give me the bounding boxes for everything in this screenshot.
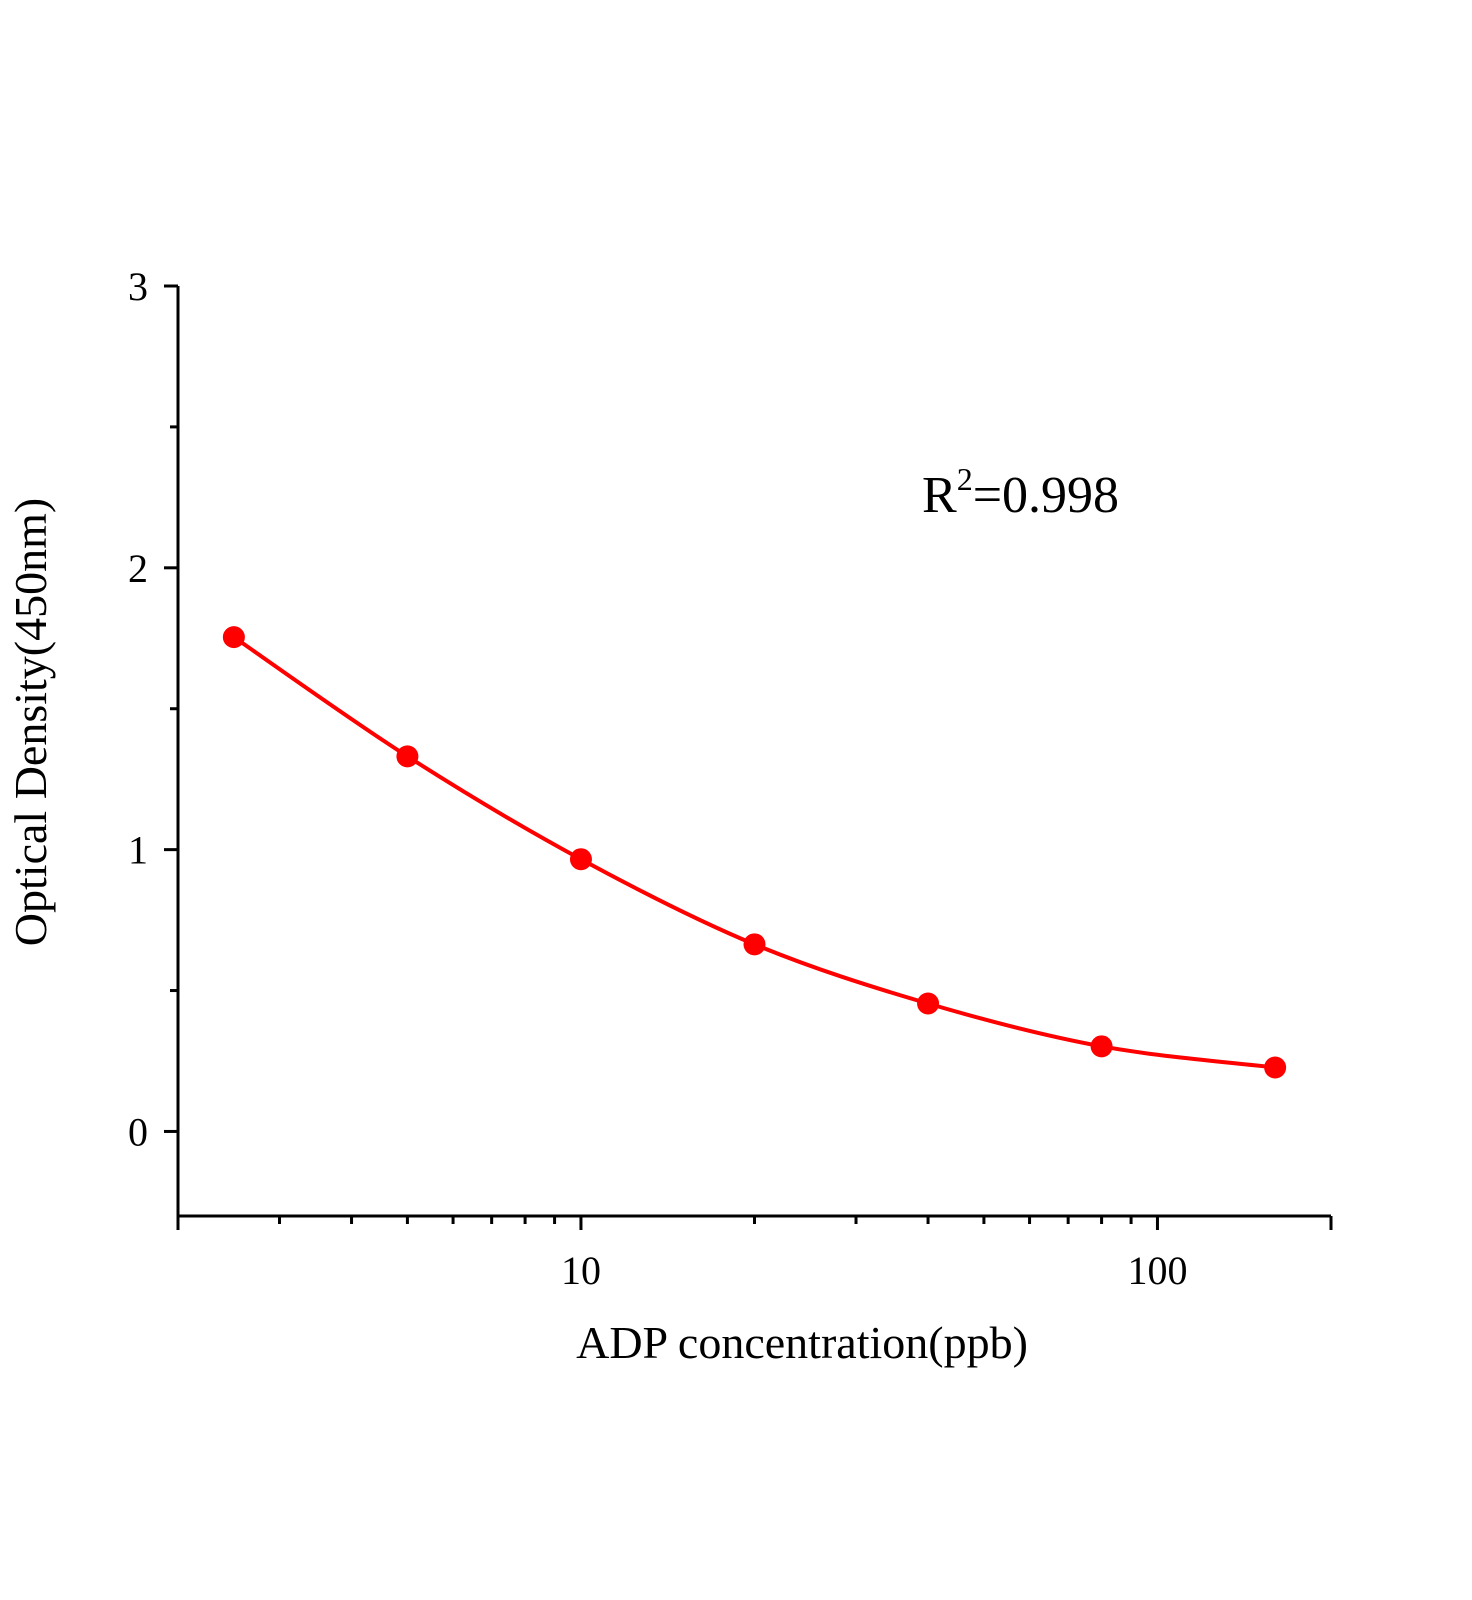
axes (176, 286, 1331, 1218)
x-axis-title: ADP concentration(ppb) (576, 1317, 1028, 1368)
y-tick-label: 3 (128, 264, 148, 309)
x-tick-label: 10 (561, 1248, 601, 1293)
x-tick-label: 100 (1127, 1248, 1187, 1293)
data-point (569, 848, 592, 871)
y-axis-title: Optical Density(450nm) (5, 498, 56, 946)
y-tick-label: 1 (128, 828, 148, 873)
data-point (396, 745, 419, 768)
fit-curve (232, 635, 1276, 1070)
y-tick-label: 0 (128, 1109, 148, 1154)
data-points (222, 626, 1287, 1079)
tick-labels: 0 1 2 3 10 100 (128, 264, 1187, 1293)
ticks (164, 284, 1333, 1230)
data-point (1264, 1056, 1287, 1079)
data-point (743, 933, 766, 956)
r-squared-annotation: R2=0.998 (922, 461, 1119, 524)
y-tick-label: 2 (128, 546, 148, 591)
data-point (222, 626, 245, 649)
data-point (917, 992, 940, 1015)
data-point (1090, 1035, 1113, 1058)
